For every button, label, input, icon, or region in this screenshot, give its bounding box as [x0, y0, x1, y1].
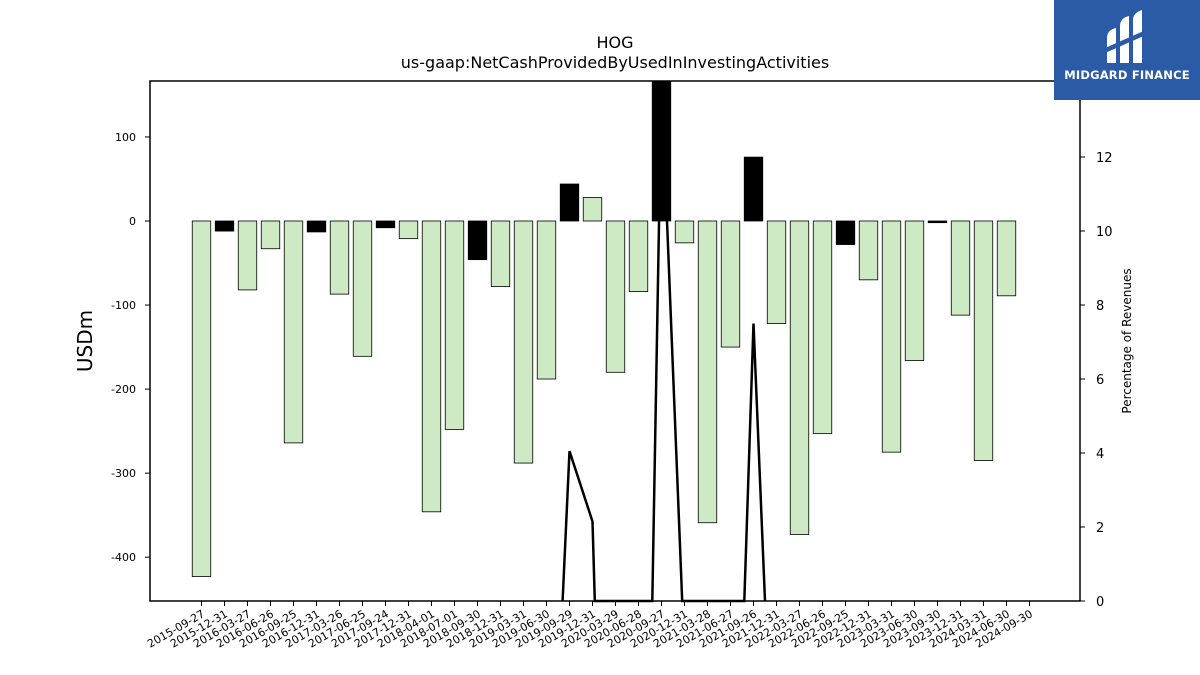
y2-tick-label: 6 [1096, 373, 1104, 388]
bar [191, 220, 212, 577]
bar [835, 220, 856, 245]
logo-text: MIDGARD FINANCE [1064, 68, 1190, 82]
bar [881, 220, 902, 453]
x-axis: 2015-09-272015-12-312016-03-272016-06-26… [145, 601, 1035, 651]
line-layer [561, 82, 767, 603]
bar [858, 220, 879, 281]
bar [674, 220, 695, 244]
y2-tick-label: 10 [1096, 225, 1113, 240]
bar [352, 220, 373, 357]
bar [720, 220, 741, 348]
bar [789, 220, 810, 535]
bar [973, 220, 994, 461]
y-axis-label: USDm [73, 310, 97, 372]
bar [467, 220, 488, 261]
bar [444, 220, 465, 430]
y2-tick-label: 8 [1096, 299, 1104, 314]
logo-mark-icon [1105, 10, 1146, 63]
bar [398, 220, 419, 240]
bar [306, 220, 327, 233]
bar [513, 220, 534, 464]
bar [536, 220, 557, 380]
y2-axis-label: Percentage of Revenues [1120, 268, 1134, 413]
bar [329, 220, 350, 295]
bar [996, 220, 1017, 297]
bar [766, 220, 787, 324]
y2-tick-label: 0 [1096, 595, 1104, 610]
bar [628, 220, 649, 292]
bar [743, 156, 764, 222]
y2-tick-label: 4 [1096, 447, 1104, 462]
bar [375, 220, 396, 229]
y2-tick-label: 2 [1096, 521, 1104, 536]
y-tick-label: -300 [111, 467, 136, 480]
y-tick-label: -200 [111, 383, 136, 396]
midgard-finance-logo: MIDGARD FINANCE [1054, 0, 1200, 100]
bar [950, 220, 971, 316]
bar [283, 220, 304, 444]
y-tick-label: -100 [111, 299, 136, 312]
y-tick-label: -400 [111, 551, 136, 564]
bar [904, 220, 925, 361]
y-axis: 100 0 -100 -200 -300 -400 [111, 131, 150, 564]
bar [605, 220, 626, 373]
bar [237, 220, 258, 291]
bars-group [191, 80, 1017, 577]
chart-subtitle: us-gaap:NetCashProvidedByUsedInInvesting… [401, 53, 829, 72]
y-tick-label: 100 [115, 131, 136, 144]
y-tick-label: 0 [129, 215, 136, 228]
percentage-line [561, 82, 767, 603]
bar [697, 220, 718, 524]
y2-tick-label: 12 [1096, 151, 1113, 166]
chart-title: HOG [596, 33, 633, 52]
bar [260, 220, 281, 250]
bar [927, 220, 948, 224]
bar [421, 220, 442, 513]
y2-axis: 0 2 4 6 8 10 12 [1080, 151, 1113, 610]
bar [812, 220, 833, 435]
bar [214, 220, 235, 232]
bar [490, 220, 511, 287]
bar [559, 183, 580, 222]
bar [582, 197, 603, 222]
